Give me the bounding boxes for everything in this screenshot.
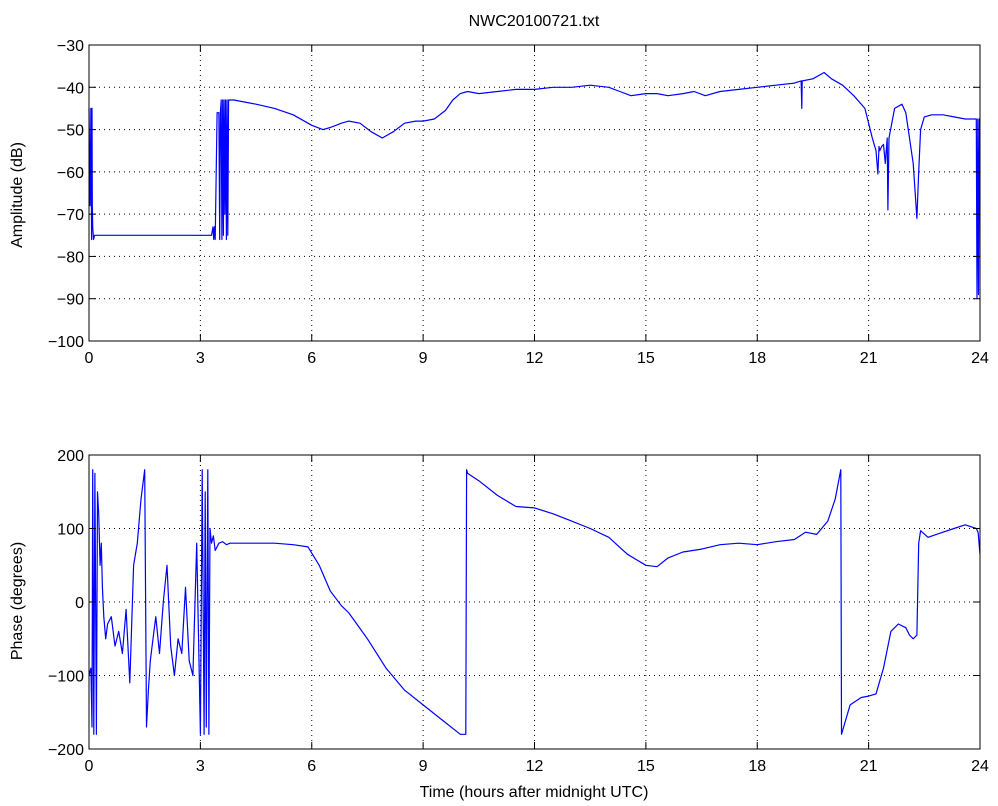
phase-x-tick-label: 12: [526, 758, 544, 775]
phase-y-axis-label: Phase (degrees): [9, 542, 26, 660]
amplitude-y-tick-label: −50: [57, 123, 84, 140]
amplitude-y-tick-label: −40: [57, 80, 84, 97]
phase-x-tick-label: 15: [637, 758, 655, 775]
amplitude-y-axis-label: Amplitude (dB): [9, 142, 26, 248]
amplitude-x-tick-label: 21: [860, 350, 878, 367]
amplitude-y-tick-label: −80: [57, 249, 84, 266]
amplitude-x-tick-label: 9: [419, 350, 428, 367]
amplitude-y-tick-label: −90: [57, 292, 84, 309]
amplitude-y-tick-label: −70: [57, 207, 84, 224]
amplitude-axes: 0 3 6 9 12 15 18 21 24 −100 −90 −80 −70 −60 −50 −40 −30: [48, 38, 989, 367]
phase-x-tick-label: 24: [971, 758, 989, 775]
phase-x-tick-label: 21: [860, 758, 878, 775]
amplitude-x-tick-label: 24: [971, 350, 989, 367]
amplitude-y-tick-label: −60: [57, 165, 84, 182]
phase-y-tick-label: 100: [57, 522, 84, 539]
phase-axes: 0 3 6 9 12 15 18 21 24 −200 −100 0 100 200: [48, 448, 989, 775]
phase-x-tick-label: 18: [748, 758, 766, 775]
amplitude-x-tick-label: 15: [637, 350, 655, 367]
amplitude-x-tick-label: 0: [85, 350, 94, 367]
phase-series-line: [88, 469, 981, 735]
amplitude-series-line: [88, 71, 980, 300]
chart-title: NWC20100721.txt: [469, 13, 600, 30]
phase-y-tick-label: 0: [75, 595, 84, 612]
amplitude-y-tick-label: −100: [48, 334, 84, 351]
amplitude-x-tick-label: 3: [196, 350, 205, 367]
phase-y-tick-label: −100: [48, 669, 84, 686]
amplitude-y-tick-label: −30: [57, 38, 84, 55]
phase-y-tick-label: −200: [48, 742, 84, 759]
phase-x-tick-label: 6: [307, 758, 316, 775]
amplitude-x-tick-label: 6: [307, 350, 316, 367]
phase-y-tick-label: 200: [57, 448, 84, 465]
amplitude-x-tick-label: 18: [748, 350, 766, 367]
amplitude-x-tick-label: 12: [526, 350, 544, 367]
phase-x-axis-label: Time (hours after midnight UTC): [420, 784, 649, 801]
phase-x-tick-label: 0: [85, 758, 94, 775]
phase-x-tick-label: 3: [196, 758, 205, 775]
phase-x-tick-label: 9: [419, 758, 428, 775]
